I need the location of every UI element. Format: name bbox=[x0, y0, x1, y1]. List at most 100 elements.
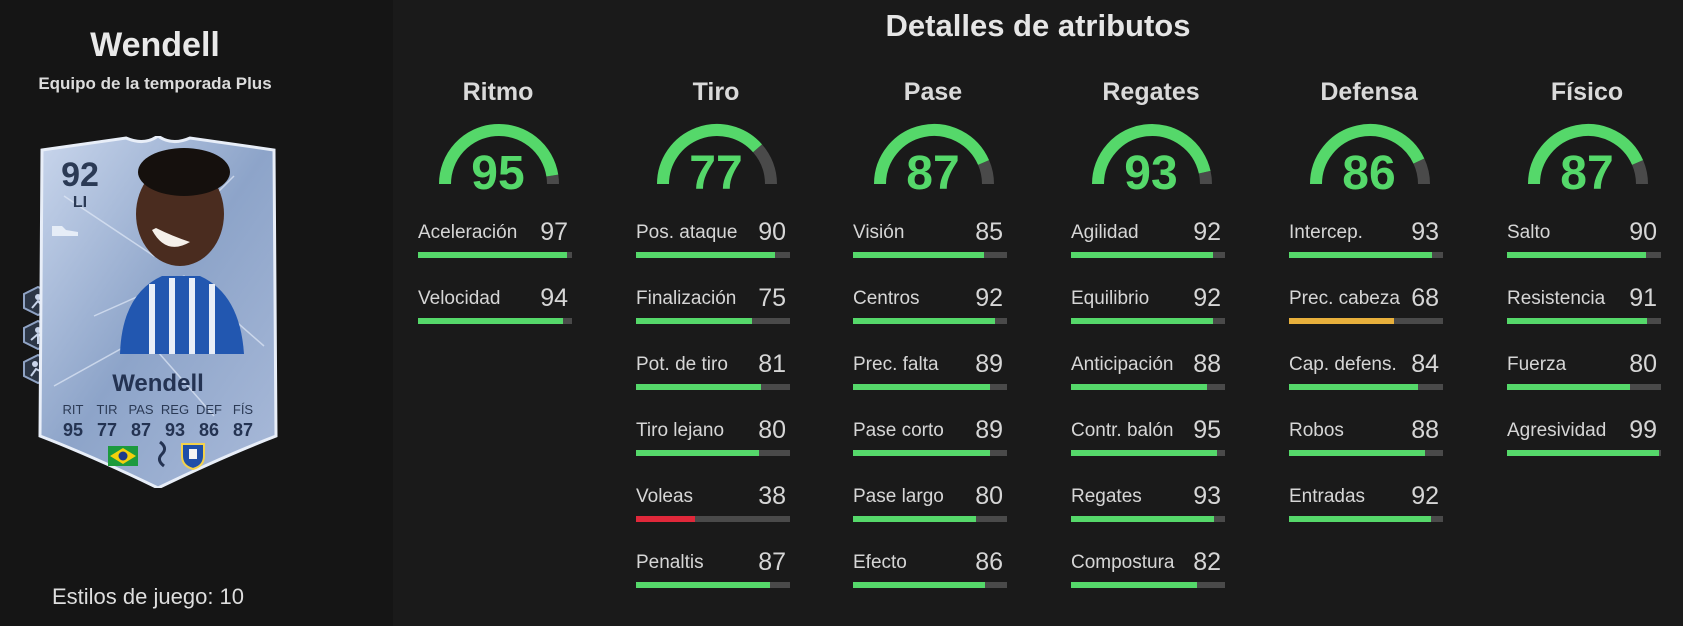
attribute-bar-fill bbox=[1507, 384, 1631, 390]
attribute-row: Resistencia 91 bbox=[1507, 284, 1661, 328]
attribute-bar-track bbox=[1507, 450, 1661, 456]
attribute-bar-track bbox=[636, 516, 790, 522]
attribute-value: 84 bbox=[1411, 350, 1439, 378]
attribute-name: Efecto bbox=[853, 552, 907, 573]
attribute-bar-track bbox=[1071, 384, 1225, 390]
attribute-name: Cap. defens. bbox=[1289, 354, 1397, 375]
attribute-value: 99 bbox=[1629, 416, 1657, 444]
attribute-bar-fill bbox=[853, 252, 984, 258]
card-position: LI bbox=[72, 194, 88, 211]
attribute-bar-fill bbox=[1071, 582, 1198, 588]
category-name: Pase bbox=[903, 78, 963, 106]
attribute-name: Pase corto bbox=[853, 420, 944, 441]
attribute-row: Centros 92 bbox=[853, 284, 1007, 328]
attribute-name: Contr. balón bbox=[1071, 420, 1174, 441]
attribute-value: 80 bbox=[1629, 350, 1657, 378]
attribute-row: Visión 85 bbox=[853, 218, 1007, 262]
attribute-row: Contr. balón 95 bbox=[1071, 416, 1225, 460]
attribute-bar-fill bbox=[1507, 252, 1646, 258]
attribute-value: 87 bbox=[758, 548, 786, 576]
attribute-value: 94 bbox=[540, 284, 568, 312]
category-rating: 87 bbox=[1560, 147, 1614, 200]
attribute-bar-fill bbox=[1289, 384, 1419, 390]
attribute-row: Cap. defens. 84 bbox=[1289, 350, 1443, 394]
attribute-row: Agresividad 99 bbox=[1507, 416, 1661, 460]
attribute-value: 95 bbox=[1193, 416, 1221, 444]
attribute-value: 81 bbox=[758, 350, 786, 378]
attribute-value: 86 bbox=[975, 548, 1003, 576]
attribute-name: Agilidad bbox=[1071, 222, 1139, 243]
attribute-row: Pase largo 80 bbox=[853, 482, 1007, 526]
attribute-bar-track bbox=[853, 516, 1007, 522]
attribute-name: Equilibrio bbox=[1071, 288, 1150, 309]
attribute-bar-track bbox=[418, 252, 572, 258]
rating-gauge bbox=[1528, 124, 1648, 185]
attribute-bar-fill bbox=[853, 516, 977, 522]
attribute-bar-fill bbox=[1289, 516, 1431, 522]
attribute-bar-track bbox=[636, 582, 790, 588]
attribute-value: 90 bbox=[1629, 218, 1657, 246]
attribute-bar-track bbox=[1071, 318, 1225, 324]
card-player-name: Wendell bbox=[112, 370, 204, 397]
league-logo-icon bbox=[157, 440, 167, 468]
attribute-row: Compostura 82 bbox=[1071, 548, 1225, 592]
attribute-name: Pos. ataque bbox=[636, 222, 738, 243]
attribute-name: Prec. falta bbox=[853, 354, 939, 375]
brazil-flag-icon bbox=[108, 446, 138, 466]
attribute-row: Robos 88 bbox=[1289, 416, 1443, 460]
attribute-bar-track bbox=[1071, 252, 1225, 258]
attribute-value: 89 bbox=[975, 416, 1003, 444]
attribute-row: Salto 90 bbox=[1507, 218, 1661, 262]
attribute-bar-fill bbox=[1289, 252, 1433, 258]
attribute-bar-fill bbox=[636, 252, 775, 258]
card-stat-value: 93 bbox=[164, 420, 186, 440]
attribute-value: 38 bbox=[758, 482, 786, 510]
attribute-bar-fill bbox=[853, 582, 986, 588]
card-stat-value: 77 bbox=[96, 420, 118, 440]
category-rating: 93 bbox=[1124, 147, 1178, 200]
category-name: Regates bbox=[1102, 78, 1200, 106]
attribute-row: Efecto 86 bbox=[853, 548, 1007, 592]
attribute-bar-fill bbox=[1071, 384, 1207, 390]
attribute-name: Salto bbox=[1507, 222, 1551, 243]
attribute-value: 92 bbox=[1193, 284, 1221, 312]
player-panel: Wendell Equipo de la temporada Plus 92 L… bbox=[0, 0, 393, 626]
attribute-name: Regates bbox=[1071, 486, 1142, 507]
attribute-bar-fill bbox=[853, 318, 995, 324]
attribute-bar-track bbox=[1289, 318, 1443, 324]
attribute-name: Robos bbox=[1289, 420, 1344, 441]
attribute-bar-fill bbox=[853, 450, 991, 456]
category-rating: 95 bbox=[471, 147, 525, 200]
attribute-value: 75 bbox=[758, 284, 786, 312]
attribute-value: 82 bbox=[1193, 548, 1221, 576]
player-card: 92 LI bbox=[34, 136, 282, 488]
card-stat-labels: RIT TIR PAS REG DEF FÍS bbox=[56, 402, 260, 417]
gauge-fill bbox=[657, 124, 763, 185]
attribute-bar-track bbox=[636, 318, 790, 324]
card-stat-label: PAS bbox=[128, 402, 154, 417]
card-stat-value: 86 bbox=[198, 420, 220, 440]
attribute-bar-fill bbox=[636, 516, 695, 522]
attribute-bar-fill bbox=[853, 384, 991, 390]
attribute-row: Anticipación 88 bbox=[1071, 350, 1225, 394]
attribute-value: 80 bbox=[975, 482, 1003, 510]
attribute-row: Fuerza 80 bbox=[1507, 350, 1661, 394]
attribute-row: Tiro lejano 80 bbox=[636, 416, 790, 460]
card-stat-label: FÍS bbox=[232, 402, 254, 417]
category-rating: 87 bbox=[906, 147, 960, 200]
attribute-bar-track bbox=[1507, 252, 1661, 258]
category-name: Defensa bbox=[1320, 78, 1418, 106]
attribute-name: Visión bbox=[853, 222, 905, 243]
category-name: Físico bbox=[1550, 78, 1624, 106]
attribute-bar-fill bbox=[1071, 252, 1213, 258]
attribute-bar-track bbox=[1507, 318, 1661, 324]
rating-gauge bbox=[1310, 124, 1430, 185]
attribute-bar-track bbox=[1289, 516, 1443, 522]
attribute-bar-track bbox=[1289, 252, 1443, 258]
attribute-row: Penaltis 87 bbox=[636, 548, 790, 592]
rating-gauge bbox=[874, 124, 994, 185]
attribute-row: Aceleración 97 bbox=[418, 218, 572, 262]
attribute-row: Intercep. 93 bbox=[1289, 218, 1443, 262]
attribute-bar-fill bbox=[1507, 450, 1660, 456]
attribute-bar-fill bbox=[1507, 318, 1648, 324]
